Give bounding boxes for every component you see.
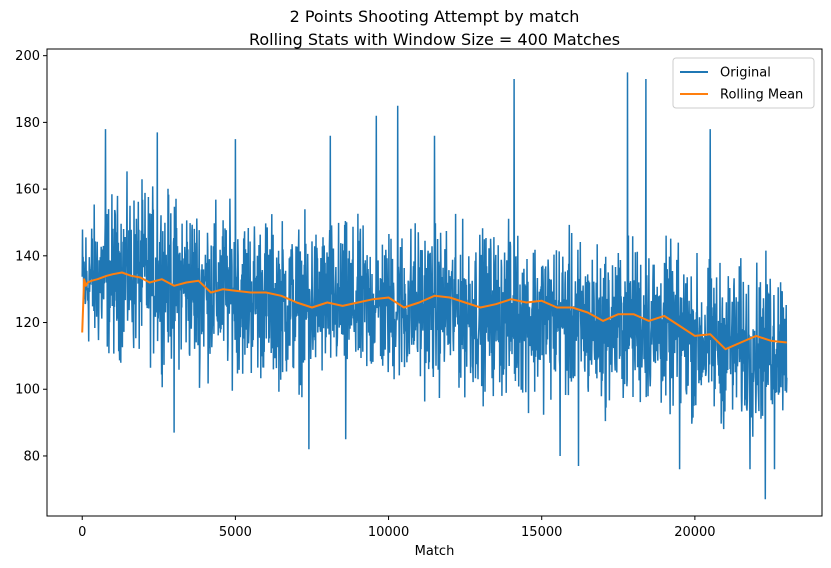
x-axis-label: Match [415,544,455,559]
plot-area [81,72,788,500]
series-original-line [81,72,788,500]
x-tick-label: 20000 [674,525,715,540]
legend: Original Rolling Mean [672,57,815,109]
y-tick-label: 140 [15,249,40,264]
legend-box [672,57,815,109]
legend-label: Original [720,66,771,81]
x-tick-label: 10000 [368,525,409,540]
axes: 0 5000 10000 15000 20000 80 100 120 140 160 180 200 [15,48,823,540]
y-tick-label: 180 [15,116,40,131]
y-tick-label: 100 [15,383,40,398]
series-rolling-mean-line [81,271,787,351]
x-tick-label: 0 [78,525,86,540]
y-tick-label: 80 [23,449,40,464]
legend-label: Rolling Mean [720,88,803,103]
y-tick-label: 200 [15,49,40,64]
y-tick-label: 160 [15,183,40,198]
y-tick-label: 120 [15,316,40,331]
x-tick-label: 15000 [521,525,562,540]
axes-frame [46,48,823,517]
chart-title: 2 Points Shooting Attempt by match [290,7,580,26]
chart-subtitle: Rolling Stats with Window Size = 400 Mat… [249,30,620,49]
x-tick-label: 5000 [219,525,252,540]
